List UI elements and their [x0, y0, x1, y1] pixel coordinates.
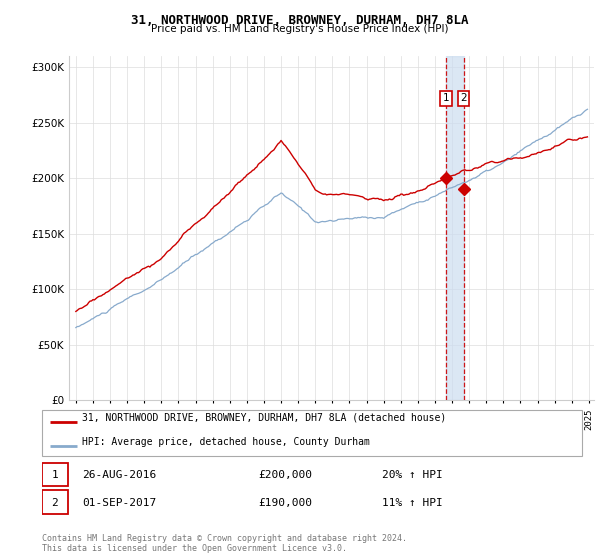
Text: 20% ↑ HPI: 20% ↑ HPI — [382, 470, 443, 480]
Text: 01-SEP-2017: 01-SEP-2017 — [83, 498, 157, 508]
Text: HPI: Average price, detached house, County Durham: HPI: Average price, detached house, Coun… — [83, 437, 370, 447]
Text: 26-AUG-2016: 26-AUG-2016 — [83, 470, 157, 480]
Bar — [446, 56, 464, 400]
Bar — [42, 491, 68, 514]
Text: 31, NORTHWOOD DRIVE, BROWNEY, DURHAM, DH7 8LA (detached house): 31, NORTHWOOD DRIVE, BROWNEY, DURHAM, DH… — [83, 413, 447, 423]
Text: £200,000: £200,000 — [258, 470, 312, 480]
Text: 2: 2 — [460, 93, 467, 103]
Text: £190,000: £190,000 — [258, 498, 312, 508]
Text: 11% ↑ HPI: 11% ↑ HPI — [382, 498, 443, 508]
Text: Contains HM Land Registry data © Crown copyright and database right 2024.
This d: Contains HM Land Registry data © Crown c… — [42, 534, 407, 553]
Text: 2: 2 — [52, 498, 58, 508]
Text: 1: 1 — [52, 470, 58, 480]
Text: Price paid vs. HM Land Registry's House Price Index (HPI): Price paid vs. HM Land Registry's House … — [151, 24, 449, 34]
Text: 1: 1 — [443, 93, 449, 103]
FancyBboxPatch shape — [42, 410, 582, 456]
Bar — [42, 463, 68, 486]
Text: 31, NORTHWOOD DRIVE, BROWNEY, DURHAM, DH7 8LA: 31, NORTHWOOD DRIVE, BROWNEY, DURHAM, DH… — [131, 14, 469, 27]
